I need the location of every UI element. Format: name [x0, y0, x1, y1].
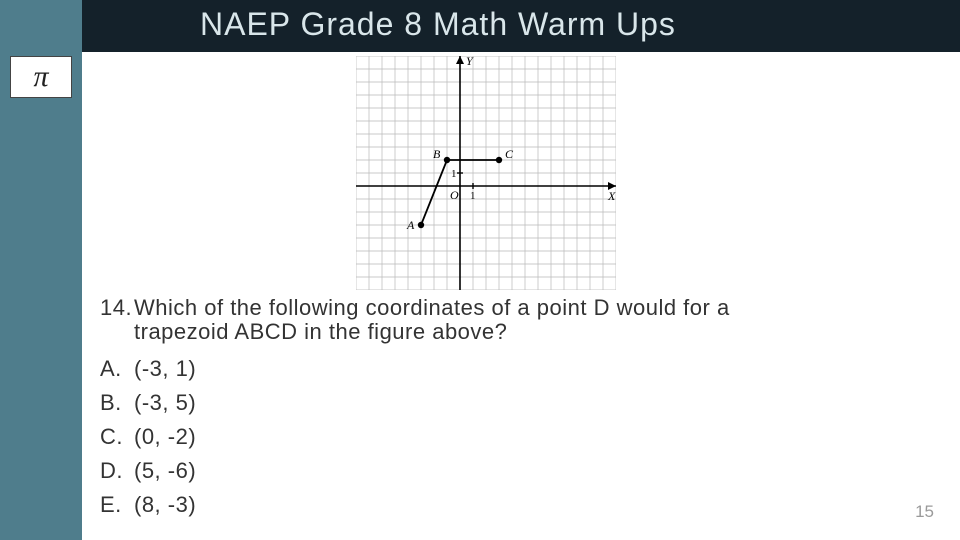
choice-e: E. (8, -3)	[100, 488, 196, 522]
choice-a: A. (-3, 1)	[100, 352, 196, 386]
question-number: 14.	[100, 296, 134, 344]
graph-svg: YXO11ABC	[356, 56, 616, 290]
svg-text:X: X	[607, 189, 616, 203]
choice-d: D. (5, -6)	[100, 454, 196, 488]
choice-text: (5, -6)	[134, 454, 196, 488]
choice-letter: C.	[100, 420, 134, 454]
svg-text:B: B	[433, 147, 441, 161]
question-line-1: Which of the following coordinates of a …	[134, 296, 940, 320]
coordinate-graph: YXO11ABC	[356, 56, 616, 290]
choice-text: (0, -2)	[134, 420, 196, 454]
svg-text:1: 1	[470, 190, 476, 202]
question-text: 14. Which of the following coordinates o…	[100, 296, 940, 344]
svg-text:O: O	[450, 188, 459, 202]
svg-text:1: 1	[451, 168, 457, 180]
answer-choices: A. (-3, 1) B. (-3, 5) C. (0, -2) D. (5, …	[100, 352, 196, 522]
svg-text:A: A	[406, 218, 415, 232]
choice-text: (8, -3)	[134, 488, 196, 522]
choice-text: (-3, 5)	[134, 386, 196, 420]
question-line-2: trapezoid ABCD in the figure above?	[134, 320, 940, 344]
choice-letter: B.	[100, 386, 134, 420]
choice-c: C. (0, -2)	[100, 420, 196, 454]
svg-text:C: C	[505, 147, 514, 161]
pi-icon: π	[10, 56, 72, 98]
page-number: 15	[915, 502, 934, 522]
choice-letter: D.	[100, 454, 134, 488]
slide: π NAEP Grade 8 Math Warm Ups YXO11ABC 14…	[0, 0, 960, 540]
page-title: NAEP Grade 8 Math Warm Ups	[200, 6, 676, 43]
choice-letter: A.	[100, 352, 134, 386]
choice-text: (-3, 1)	[134, 352, 196, 386]
choice-letter: E.	[100, 488, 134, 522]
choice-b: B. (-3, 5)	[100, 386, 196, 420]
